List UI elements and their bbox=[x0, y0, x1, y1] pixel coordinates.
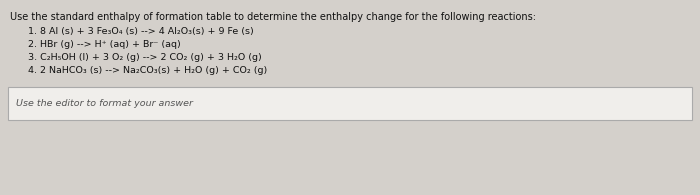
Text: Use the editor to format your answer: Use the editor to format your answer bbox=[16, 99, 193, 108]
Text: 1. 8 Al (s) + 3 Fe₃O₄ (s) --> 4 Al₂O₃(s) + 9 Fe (s): 1. 8 Al (s) + 3 Fe₃O₄ (s) --> 4 Al₂O₃(s)… bbox=[28, 27, 253, 36]
Text: 3. C₂H₅OH (l) + 3 O₂ (g) --> 2 CO₂ (g) + 3 H₂O (g): 3. C₂H₅OH (l) + 3 O₂ (g) --> 2 CO₂ (g) +… bbox=[28, 53, 262, 62]
Text: Use the standard enthalpy of formation table to determine the enthalpy change fo: Use the standard enthalpy of formation t… bbox=[10, 12, 536, 22]
Text: 4. 2 NaHCO₃ (s) --> Na₂CO₃(s) + H₂O (g) + CO₂ (g): 4. 2 NaHCO₃ (s) --> Na₂CO₃(s) + H₂O (g) … bbox=[28, 66, 267, 75]
FancyBboxPatch shape bbox=[8, 87, 692, 120]
Text: 2. HBr (g) --> H⁺ (aq) + Br⁻ (aq): 2. HBr (g) --> H⁺ (aq) + Br⁻ (aq) bbox=[28, 40, 181, 49]
